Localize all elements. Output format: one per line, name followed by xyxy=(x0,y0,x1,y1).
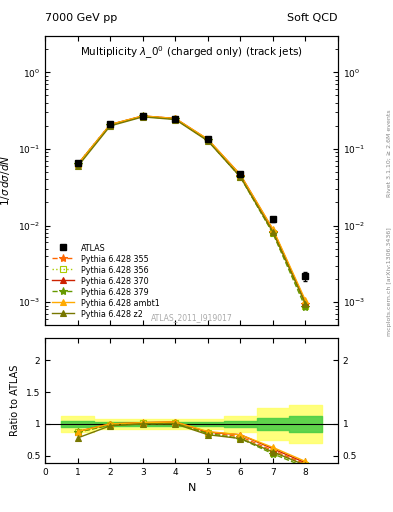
Text: Rivet 3.1.10; ≥ 2.6M events: Rivet 3.1.10; ≥ 2.6M events xyxy=(387,110,392,198)
Pythia 6.428 370 xyxy=(270,227,275,233)
Pythia 6.428 355 xyxy=(270,229,275,235)
Pythia 6.428 356 xyxy=(206,137,210,143)
Pythia 6.428 379 xyxy=(303,305,308,311)
Pythia 6.428 356 xyxy=(140,113,145,119)
Pythia 6.428 356 xyxy=(303,303,308,309)
Pythia 6.428 z2 xyxy=(75,163,80,169)
Pythia 6.428 ambt1 xyxy=(140,113,145,119)
Pythia 6.428 356 xyxy=(75,161,80,167)
Pythia 6.428 z2 xyxy=(173,116,178,122)
Y-axis label: Ratio to ATLAS: Ratio to ATLAS xyxy=(10,365,20,436)
Pythia 6.428 379 xyxy=(206,137,210,143)
Pythia 6.428 379 xyxy=(108,122,113,128)
Pythia 6.428 356 xyxy=(173,116,178,122)
Line: Pythia 6.428 355: Pythia 6.428 355 xyxy=(73,112,310,308)
Text: Soft QCD: Soft QCD xyxy=(288,13,338,23)
Pythia 6.428 379 xyxy=(173,116,178,122)
Pythia 6.428 370 xyxy=(303,299,308,305)
Pythia 6.428 ambt1 xyxy=(173,115,178,121)
Pythia 6.428 370 xyxy=(238,172,243,178)
Pythia 6.428 ambt1 xyxy=(206,136,210,142)
Pythia 6.428 355 xyxy=(238,173,243,179)
Pythia 6.428 ambt1 xyxy=(270,226,275,232)
Pythia 6.428 z2 xyxy=(303,301,308,307)
Pythia 6.428 z2 xyxy=(108,123,113,129)
Y-axis label: $1/\sigma\, d\sigma/dN$: $1/\sigma\, d\sigma/dN$ xyxy=(0,155,13,206)
Pythia 6.428 379 xyxy=(75,161,80,167)
Pythia 6.428 355 xyxy=(75,161,80,167)
Pythia 6.428 z2 xyxy=(140,114,145,120)
Pythia 6.428 355 xyxy=(108,122,113,128)
Line: Pythia 6.428 z2: Pythia 6.428 z2 xyxy=(75,114,308,307)
Pythia 6.428 370 xyxy=(140,113,145,119)
Text: Multiplicity $\lambda\_0^0$ (charged only) (track jets): Multiplicity $\lambda\_0^0$ (charged onl… xyxy=(80,45,303,61)
Text: 7000 GeV pp: 7000 GeV pp xyxy=(45,13,118,23)
Pythia 6.428 355 xyxy=(173,116,178,122)
Legend: ATLAS, Pythia 6.428 355, Pythia 6.428 356, Pythia 6.428 370, Pythia 6.428 379, P: ATLAS, Pythia 6.428 355, Pythia 6.428 35… xyxy=(49,241,162,321)
Pythia 6.428 379 xyxy=(270,230,275,237)
Pythia 6.428 ambt1 xyxy=(75,161,80,167)
Pythia 6.428 370 xyxy=(206,136,210,142)
Pythia 6.428 370 xyxy=(75,161,80,167)
Text: ATLAS_2011_I919017: ATLAS_2011_I919017 xyxy=(151,313,233,322)
Pythia 6.428 356 xyxy=(270,230,275,236)
Pythia 6.428 z2 xyxy=(270,229,275,235)
Pythia 6.428 356 xyxy=(108,122,113,128)
Pythia 6.428 ambt1 xyxy=(303,297,308,304)
Pythia 6.428 355 xyxy=(140,113,145,119)
Line: Pythia 6.428 356: Pythia 6.428 356 xyxy=(75,113,308,308)
Line: Pythia 6.428 ambt1: Pythia 6.428 ambt1 xyxy=(75,113,308,303)
Line: Pythia 6.428 370: Pythia 6.428 370 xyxy=(75,113,308,305)
Pythia 6.428 379 xyxy=(140,113,145,119)
Pythia 6.428 ambt1 xyxy=(238,172,243,178)
Pythia 6.428 355 xyxy=(303,301,308,307)
Pythia 6.428 356 xyxy=(238,174,243,180)
Pythia 6.428 355 xyxy=(206,137,210,143)
Pythia 6.428 z2 xyxy=(206,138,210,144)
X-axis label: N: N xyxy=(187,483,196,493)
Pythia 6.428 370 xyxy=(108,121,113,127)
Pythia 6.428 ambt1 xyxy=(108,121,113,127)
Pythia 6.428 370 xyxy=(173,115,178,121)
Text: mcplots.cern.ch [arXiv:1306.3436]: mcplots.cern.ch [arXiv:1306.3436] xyxy=(387,227,392,336)
Pythia 6.428 379 xyxy=(238,174,243,180)
Pythia 6.428 z2 xyxy=(238,174,243,180)
Line: Pythia 6.428 379: Pythia 6.428 379 xyxy=(73,112,310,312)
